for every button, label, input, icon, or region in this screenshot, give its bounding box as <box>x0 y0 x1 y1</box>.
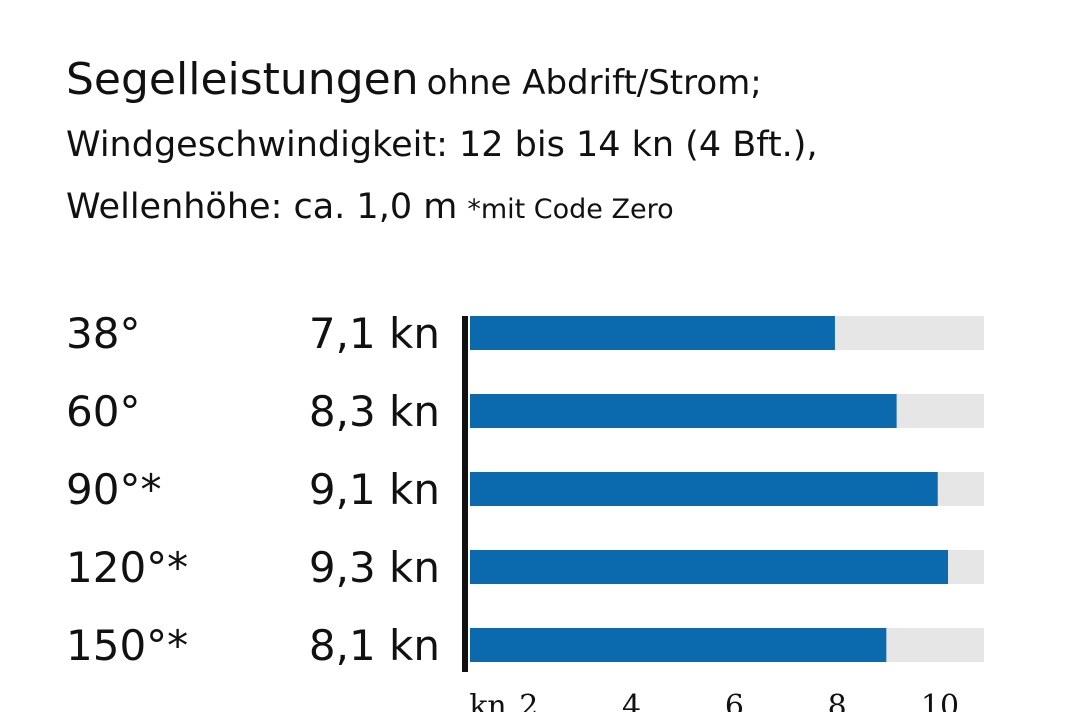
bar <box>470 316 835 350</box>
bar <box>470 394 897 428</box>
category-label: 38° <box>66 309 140 358</box>
value-label: 8,3 kn <box>309 387 440 436</box>
bar <box>470 472 938 506</box>
value-label: 9,3 kn <box>309 543 440 592</box>
category-label: 120°* <box>66 543 188 592</box>
x-tick-label: 4 <box>622 689 641 712</box>
value-label: 7,1 kn <box>309 309 440 358</box>
x-tick-label: 10 <box>921 689 959 712</box>
category-label: 90°* <box>66 465 161 514</box>
value-label: 8,1 kn <box>309 621 440 670</box>
x-tick-label: 6 <box>725 689 744 712</box>
footnote: *mit Code Zero <box>467 194 674 225</box>
x-unit-label: kn <box>469 689 507 712</box>
chart-title-suffix: ohne Abdrift/Strom; <box>426 63 762 103</box>
category-label: 60° <box>66 387 140 436</box>
x-tick-label: 8 <box>828 689 847 712</box>
title-line: Segelleistungen ohne Abdrift/Strom; <box>66 58 762 102</box>
x-tick-label: 2 <box>519 689 538 712</box>
subtitle-waves: Wellenhöhe: ca. 1,0 m *mit Code Zero <box>66 190 674 225</box>
value-label: 9,1 kn <box>309 465 440 514</box>
category-label: 150°* <box>66 621 188 670</box>
chart-title: Segelleistungen <box>66 54 419 105</box>
subtitle-waves-text: Wellenhöhe: ca. 1,0 m <box>66 187 458 227</box>
subtitle-wind: Windgeschwindigkeit: 12 bis 14 kn (4 Bft… <box>66 125 818 165</box>
bar <box>470 628 887 662</box>
bar <box>470 550 949 584</box>
y-axis-line <box>462 316 468 672</box>
